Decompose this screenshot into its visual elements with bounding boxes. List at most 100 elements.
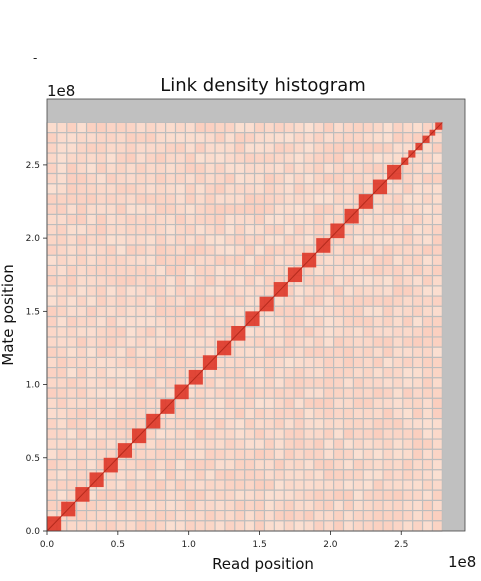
heatmap-cell [343,347,354,358]
heatmap-cell [392,204,404,215]
heatmap-cell [422,296,433,307]
heatmap-cell [392,428,404,440]
heatmap-cell [294,163,305,174]
heatmap-cell [383,336,394,348]
heatmap-cell [76,316,87,328]
heatmap-cell [135,388,147,399]
heatmap-cell [363,306,374,317]
heatmap-cell [392,490,404,501]
heatmap-cell [383,296,394,307]
heatmap-cell [412,255,423,266]
heatmap-cell [333,500,344,511]
heatmap-cell [313,153,325,164]
heatmap-cell [145,439,157,450]
heatmap-cell [333,173,344,185]
heatmap-cell [333,255,344,266]
heatmap-cell [323,479,334,491]
heatmap-cell [106,398,117,409]
heatmap-cell [402,439,413,450]
heatmap-cell [224,153,236,164]
heatmap-cell [373,459,384,471]
heatmap-cell [284,306,295,317]
heatmap-cell [392,357,404,368]
heatmap-cell [402,306,413,317]
heatmap-cell [76,285,87,297]
heatmap-cell [274,306,285,317]
heatmap-cell [56,285,68,297]
heatmap-cell [432,377,443,389]
heatmap-cell [383,347,394,358]
heatmap-cell [96,428,107,440]
heatmap-cell [47,428,58,440]
heatmap-cell [86,163,97,174]
heatmap-cell [412,183,423,195]
heatmap-cell [76,153,87,164]
heatmap-cell [175,449,186,460]
heatmap-cell [402,214,413,225]
heatmap-cell [66,408,77,419]
heatmap-cell [47,306,58,317]
heatmap-cell [422,479,433,491]
heatmap-cell [195,204,206,215]
heatmap-cell [145,398,157,409]
heatmap-cell [274,153,285,164]
heatmap-cell [205,255,216,266]
heatmap-cell [392,234,404,246]
heatmap-cell [106,520,117,532]
heatmap-cell [155,510,166,522]
heatmap-cell [353,245,364,256]
heatmap-cell [224,224,236,236]
heatmap-cell [432,275,443,287]
heatmap-cell [155,336,166,348]
heatmap-cell [165,224,176,236]
heatmap-cell [96,306,107,317]
heatmap-cell [264,449,275,460]
heatmap-cell [234,265,245,276]
heatmap-cell [135,204,147,215]
heatmap-cell [165,418,176,430]
heatmap-cell [47,510,58,522]
heatmap-cell [165,520,176,532]
heatmap-cell [165,490,176,501]
y-axis: 0.00.51.01.52.02.5 [26,161,47,537]
heatmap-cell [392,316,404,328]
heatmap-cell [76,388,87,399]
heatmap-cell [56,234,68,246]
heatmap-cell [402,469,413,481]
heatmap-cell [383,265,394,276]
heatmap-cell [264,153,275,164]
diagonal-block-line [103,457,119,473]
heatmap-cell [116,163,127,174]
heatmap-cell [422,449,433,460]
heatmap-cell [333,234,344,246]
heatmap-cell [392,388,404,399]
heatmap-cell [303,500,315,511]
heatmap-cell [333,122,344,133]
heatmap-cell [412,357,423,368]
heatmap-cell [392,245,404,256]
heatmap-cell [56,490,68,501]
heatmap-cell [215,214,226,225]
heatmap-cell [383,388,394,399]
heatmap-cell [303,183,315,195]
heatmap-cell [165,163,176,174]
heatmap-cell [185,214,196,225]
heatmap-cell [402,265,413,276]
heatmap-cell [96,265,107,276]
heatmap-cell [234,245,245,256]
heatmap-cell [303,173,315,185]
heatmap-cell [116,428,127,440]
heatmap-cell [284,204,295,215]
heatmap-cell [303,306,315,317]
heatmap-cell [224,398,236,409]
heatmap-cell [244,510,255,522]
heatmap-cell [412,193,423,205]
heatmap-cell [224,316,236,328]
diagonal-block-line [117,442,133,459]
heatmap-cell [432,398,443,409]
heatmap-cell [303,163,315,174]
heatmap-cell [244,285,255,297]
heatmap-cell [303,122,315,133]
heatmap-cell [155,265,166,276]
x-offset-label: 1e8 [448,553,476,571]
